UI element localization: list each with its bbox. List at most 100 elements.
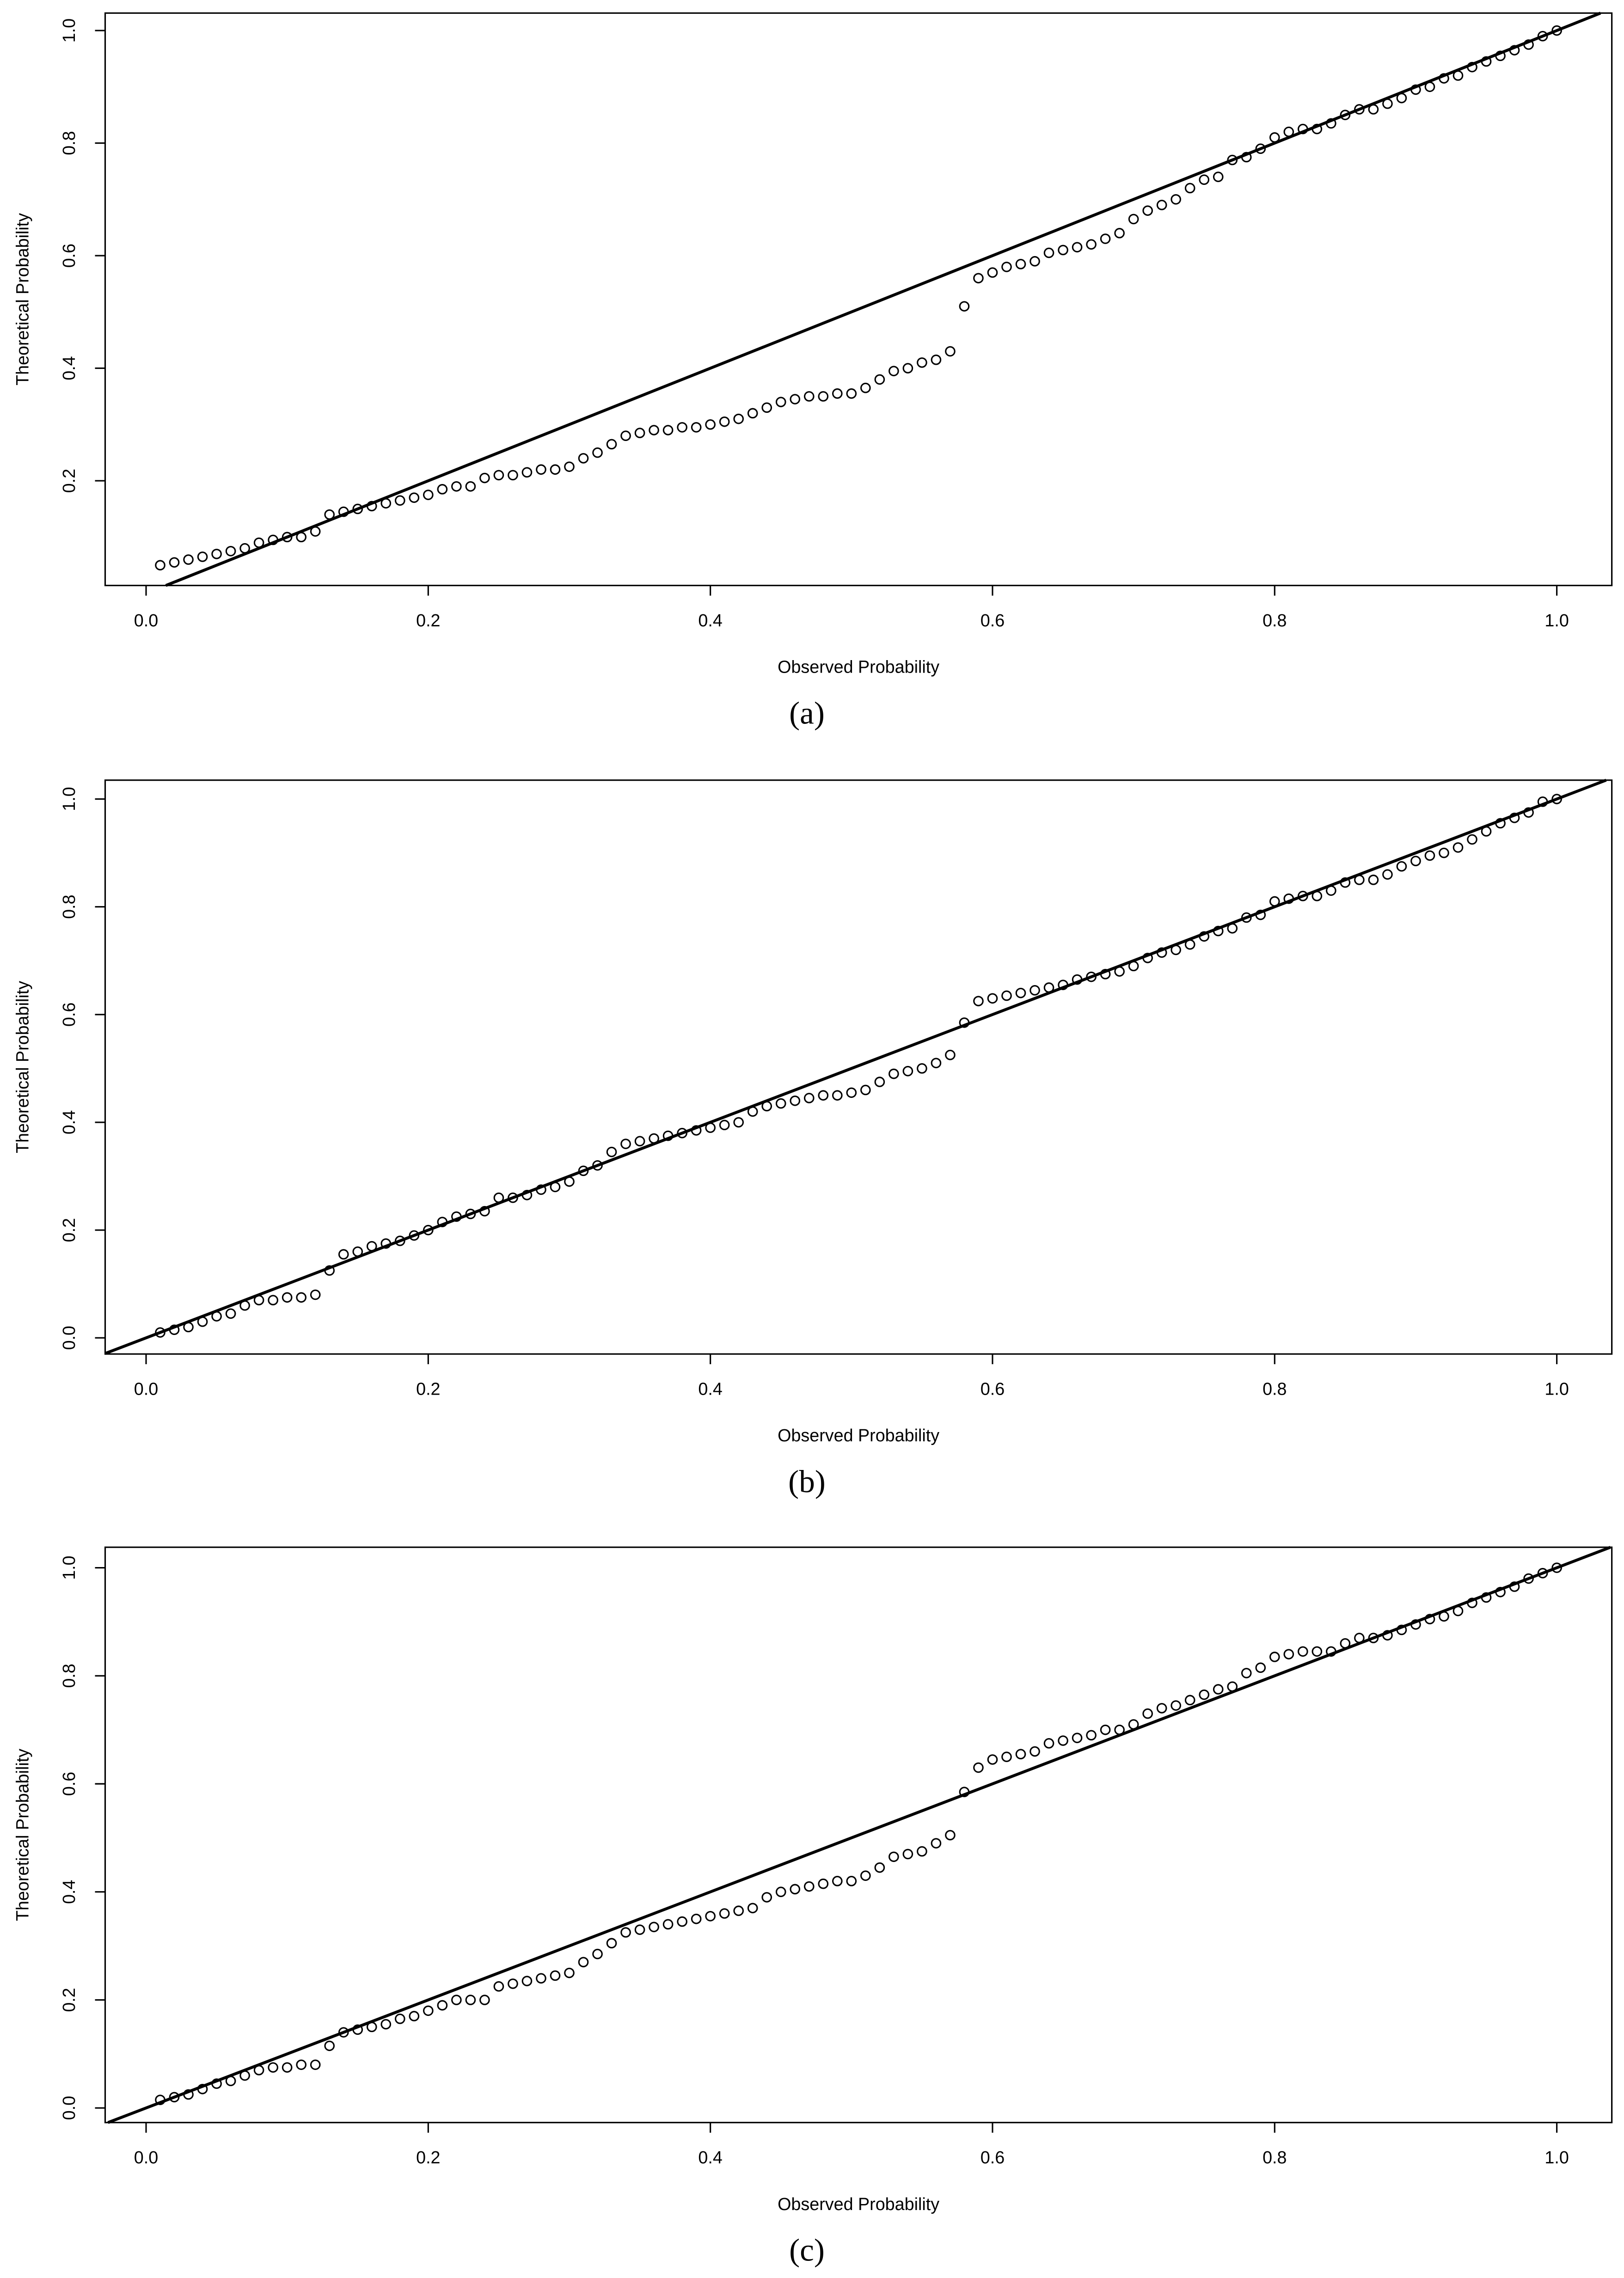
point [1509,1581,1520,1592]
point [211,2078,222,2089]
point [987,267,998,278]
x-axis-title: Observed Probability [778,2194,939,2214]
point [1171,194,1182,205]
point [1030,1746,1040,1757]
point [747,1903,758,1914]
caption: (c) [789,2232,825,2267]
point [508,1192,518,1203]
point [183,1322,194,1333]
point [155,1327,165,1338]
point [1086,1730,1097,1741]
point [1523,39,1534,50]
point [1184,939,1195,950]
point [1128,1719,1139,1730]
point [1269,896,1280,907]
point [324,2040,335,2051]
point [1213,171,1224,182]
point [874,1077,885,1087]
point [803,1881,815,1892]
point [1072,974,1083,985]
point [225,545,236,557]
y-tick-label: 0.6 [59,244,79,268]
point [1467,61,1477,73]
point [987,993,998,1004]
point [1439,73,1449,84]
point [155,560,165,571]
y-tick-label: 0.2 [59,1988,79,2012]
point [493,1192,504,1203]
x-axis-title: Observed Probability [778,657,939,677]
point [1114,228,1125,239]
point [733,1117,744,1128]
point [282,2062,293,2073]
plot-frame [104,1546,1613,2124]
point [747,1106,758,1117]
point [1283,893,1294,904]
x-tick-label: 0.6 [981,611,1005,630]
point [197,1316,208,1327]
point [705,419,716,430]
point [874,1862,885,1873]
y-tick-label: 1.0 [59,18,79,43]
point [1396,861,1407,872]
point [1043,1738,1054,1749]
point [310,2059,321,2070]
point [1495,818,1506,829]
caption: (a) [789,695,825,730]
point [803,1093,815,1103]
point [931,355,942,365]
point [803,391,815,402]
point [479,472,490,484]
point [253,1295,264,1305]
point [1001,1751,1012,1762]
point [790,1095,801,1106]
point [1481,826,1492,837]
point [451,481,462,492]
point [1199,174,1210,185]
point [691,1913,702,1924]
point [437,2000,448,2011]
point [1171,944,1182,955]
point [818,1878,829,1889]
point [521,467,533,478]
point [437,484,448,495]
point [1537,31,1548,42]
point [775,397,786,407]
point [1340,110,1351,120]
point [790,1884,801,1895]
point [1298,891,1308,901]
point [790,394,801,404]
point [1100,1724,1111,1735]
y-tick-label: 0.2 [59,1218,79,1242]
point [973,996,984,1006]
point [733,413,744,424]
point [1481,56,1492,67]
point [1424,1614,1435,1624]
point [1326,118,1336,129]
y-axis-title: Theoretical Probability [12,981,32,1153]
point [451,1995,462,2005]
point [1467,1598,1477,1608]
point [931,1058,942,1069]
point [1015,1749,1026,1760]
point [1015,259,1026,269]
point [959,301,970,312]
point [775,1098,786,1109]
point [536,1973,546,1984]
point [592,447,603,458]
point [352,1246,363,1257]
y-tick-label: 0.8 [59,131,79,155]
point [634,1924,645,1935]
point [296,2059,306,2070]
point [211,1311,222,1322]
point [465,1995,476,2005]
point [846,388,857,399]
point [917,357,927,368]
point [1156,200,1167,210]
point [973,273,984,284]
point [225,1308,236,1319]
x-axis-title: Observed Probability [778,1426,939,1445]
point [521,1976,533,1986]
point [1354,875,1365,885]
point [1467,834,1477,845]
